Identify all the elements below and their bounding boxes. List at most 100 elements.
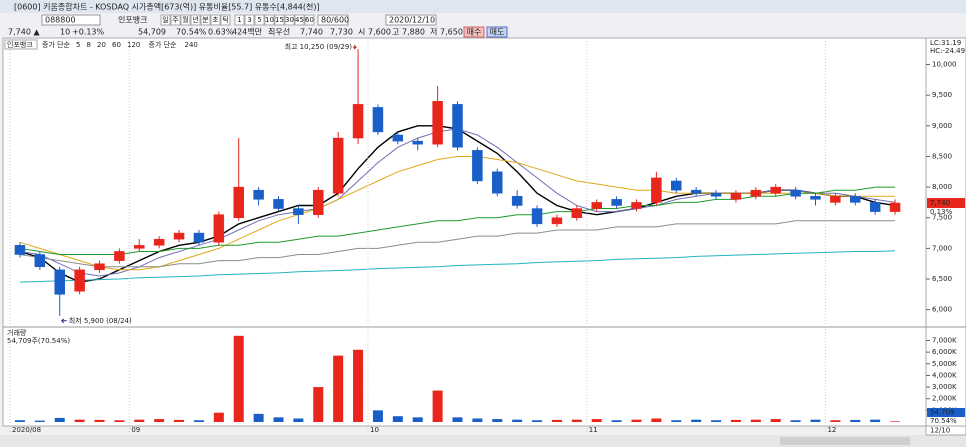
- volume-tick-label: 4,000K: [932, 371, 957, 379]
- y-tick-label: 6,000: [932, 306, 952, 314]
- buy-button[interactable]: [463, 26, 485, 38]
- volume-bar: [691, 419, 702, 422]
- interval-button[interactable]: [304, 14, 315, 26]
- interval-label: 15: [275, 16, 284, 24]
- interval-button[interactable]: [284, 14, 295, 26]
- period-button[interactable]: [160, 14, 171, 26]
- legend-entry: 8: [87, 41, 91, 49]
- candle-body: [34, 254, 46, 268]
- period-button[interactable]: [210, 14, 221, 26]
- date: 2020/12/10: [389, 16, 435, 25]
- candle-body: [233, 186, 244, 218]
- moving-average: [19, 186, 896, 255]
- x-tick-label: 09: [131, 426, 140, 434]
- interval-button[interactable]: [244, 14, 255, 26]
- volume-label: 54,709주(70.54%): [7, 337, 70, 345]
- interval-button[interactable]: [254, 14, 265, 26]
- interval-label: 3: [247, 16, 251, 24]
- interval-button[interactable]: [274, 14, 285, 26]
- chart-title: 인포뱅크: [7, 40, 33, 49]
- volume-bar: [870, 419, 881, 422]
- volume-bar: [392, 416, 403, 422]
- candle-body: [730, 192, 742, 200]
- volume-bar: [293, 418, 304, 422]
- volume-bar: [14, 420, 25, 422]
- candle-body: [611, 199, 622, 206]
- volume-bar: [631, 419, 642, 422]
- y-tick-label: 7,500: [932, 214, 952, 222]
- candle-body: [134, 245, 145, 249]
- last-volume-rate: 70.54%: [930, 417, 957, 425]
- x-tick-label: 12: [827, 426, 836, 434]
- volume-bar: [134, 419, 145, 422]
- end-date: 12/10: [930, 427, 950, 435]
- scrollbar[interactable]: [0, 435, 966, 447]
- window-title: [0600] 키움종합차트 - KOSDAQ 시가총액[673(억)] 유통비율…: [14, 2, 320, 12]
- candle-body: [869, 202, 881, 212]
- code-box[interactable]: [41, 14, 101, 26]
- count-box[interactable]: [317, 14, 349, 26]
- quote-volume: 54,709: [138, 28, 166, 37]
- period-button[interactable]: [190, 14, 201, 26]
- y-tick-label: 9,000: [932, 122, 952, 130]
- interval-label: 60: [305, 16, 314, 24]
- candle-body: [651, 177, 662, 203]
- volume-bar: [790, 420, 801, 422]
- volume-bar: [651, 418, 662, 422]
- candle-body: [372, 107, 384, 133]
- period-label: 일: [162, 15, 168, 24]
- quote-low-label: 저: [430, 28, 437, 37]
- last-volume: 54,709: [930, 409, 955, 417]
- candle-body: [511, 196, 523, 206]
- date-box[interactable]: [385, 14, 437, 26]
- x-tick-label: 10: [370, 426, 379, 434]
- sell-button[interactable]: [486, 26, 508, 38]
- period-button[interactable]: [170, 14, 181, 26]
- y-tick-label: 8,000: [932, 183, 952, 191]
- candle-body: [193, 232, 205, 243]
- volume-bar: [253, 413, 264, 422]
- candle-body: [551, 217, 563, 225]
- legend-entry: 60: [112, 41, 121, 49]
- volume-bar: [472, 418, 483, 422]
- period-button[interactable]: [220, 14, 231, 26]
- quote-change: 10: [60, 28, 70, 37]
- plot-area: [2, 37, 927, 427]
- volume-bar: [74, 419, 85, 422]
- end-date-box: [925, 425, 966, 436]
- legend-entry: 120: [127, 41, 140, 49]
- candle-body: [889, 202, 901, 212]
- lc-label: LC:31.19: [930, 39, 961, 47]
- candle-body: [671, 180, 682, 191]
- legend-entry: 5: [76, 41, 80, 49]
- volume-bar: [532, 420, 543, 422]
- legend-box: [4, 39, 38, 50]
- period-button[interactable]: [180, 14, 191, 26]
- volume-bar: [770, 419, 781, 422]
- interval-button[interactable]: [294, 14, 305, 26]
- last-volume-tag: [927, 408, 965, 417]
- interval-button[interactable]: [264, 14, 275, 26]
- period-label: 월: [182, 15, 188, 24]
- volume-bar: [850, 419, 861, 422]
- volume-title: 거래량: [7, 328, 27, 337]
- volume-tick-label: 5,000K: [932, 360, 957, 368]
- count: 80/600: [321, 16, 349, 25]
- candle-body: [710, 192, 722, 197]
- quote-vol-ratio: 70.54%: [176, 28, 207, 37]
- low-note: 최저 5,900 (08/24): [69, 316, 132, 325]
- scroll-thumb[interactable]: [780, 437, 910, 445]
- candle-body: [790, 189, 801, 197]
- period-button[interactable]: [200, 14, 211, 26]
- interval-label: 5: [257, 16, 261, 24]
- candle-body: [352, 104, 364, 139]
- candle-body: [273, 199, 284, 209]
- candle-body: [293, 208, 304, 215]
- candle-body: [392, 134, 404, 142]
- volume-bar: [54, 417, 65, 422]
- candle-body: [173, 232, 185, 240]
- volume-bar: [890, 421, 901, 422]
- period-label: 틱: [222, 15, 228, 24]
- interval-button[interactable]: [234, 14, 245, 26]
